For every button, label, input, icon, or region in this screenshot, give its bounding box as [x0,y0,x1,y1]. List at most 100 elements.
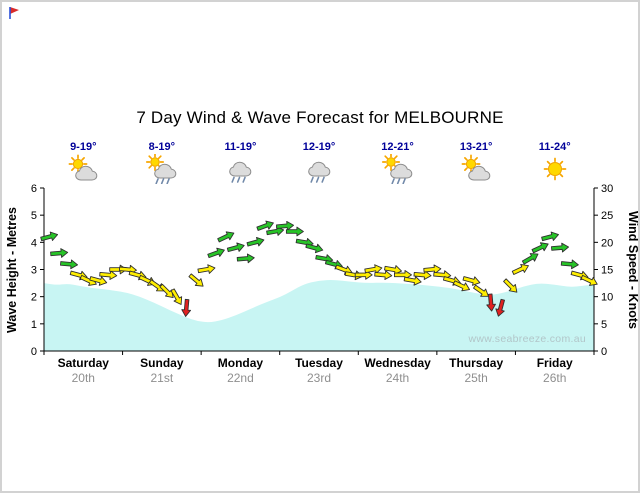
page-title: 7 Day Wind & Wave Forecast for MELBOURNE [136,108,504,127]
wind-arrow [551,242,570,253]
wind-arrow [413,270,432,280]
wind-arrow [403,276,422,286]
left-tick-label: 3 [31,265,37,277]
sun-ray [157,155,162,160]
left-tick-label: 6 [31,183,37,195]
left-tick-label: 1 [31,319,37,331]
rain-icon [308,161,331,183]
sun-ray [474,157,479,161]
wind-arrow [560,259,579,270]
rain-icon [229,161,252,183]
sun-ray [148,164,152,169]
wind-arrow [236,253,255,264]
wind-arrow [503,278,518,293]
sun-ray [148,155,152,160]
left-tick-label: 2 [31,292,37,304]
day-name: Tuesday [295,356,343,370]
wind-arrow [246,236,265,247]
sun-ray [546,160,551,165]
rain-drop [231,176,236,183]
rain-drop [242,176,247,183]
day-temp-range: 12-21° [381,141,414,153]
wind-arrow [511,264,529,275]
rain-drop [237,176,241,183]
wind-arrow [50,248,69,258]
sun-ray [559,160,563,165]
rain-drop [401,178,406,184]
right-tick-label: 10 [601,292,613,304]
wind-arrow [495,298,505,317]
right-tick-label: 0 [601,346,607,358]
right-tick-label: 30 [601,183,613,195]
day-temp-range: 11-19° [224,141,257,153]
wind-arrow [541,231,559,242]
rain-drop [166,178,170,184]
wind-arrow [89,276,108,286]
sun-disc [385,157,396,167]
cloud-shape [154,163,177,179]
wind-arrow [159,283,174,299]
sun-disc [150,157,160,167]
sun-ray [71,157,76,161]
day-date: 24th [385,371,410,385]
left-tick-label: 5 [31,210,37,222]
wind-arrow [486,293,496,312]
sun-disc [73,158,84,170]
cloud-shape [308,161,331,177]
day-temp-range: 11-24° [538,141,571,153]
right-axis-label: Wind Speed - Knots [626,211,640,329]
day-name: Wednesday [364,356,431,370]
wind-arrow [226,242,245,253]
rain-drop [155,178,159,184]
wind-arrow [99,270,118,280]
day-temp-range: 9-19° [70,141,97,153]
wind-arrow [276,220,295,231]
day-temp-range: 13-21° [459,141,493,153]
wind-arrow [423,264,442,275]
rain-sun-icon [145,154,177,184]
right-tick-label: 5 [601,319,607,331]
sun-ray [559,173,563,178]
day-temp-range: 8-19° [148,141,176,153]
wind-arrow [531,242,549,254]
day-name: Monday [217,356,264,370]
wind-arrow [217,231,235,243]
partly-cloudy-icon [68,154,98,181]
rain-drop [310,176,314,183]
sun-ray [71,167,76,171]
cloud-shape [229,161,252,177]
rain-drop [315,176,320,183]
day-name: Saturday [57,356,109,370]
rain-drop [160,178,165,184]
partly-cloudy-icon [461,154,491,181]
sun-ray [546,173,551,178]
wind-arrow [188,273,204,287]
day-date: 23rd [306,371,332,385]
day-name: Sunday [140,356,184,370]
day-date: 21st [150,371,174,385]
wind-arrow [473,284,489,297]
wind-arrow [364,264,383,274]
left-axis-label: Wave Height - Metres [5,207,19,333]
wind-arrow [394,270,412,280]
sun-ray [464,157,468,161]
sun-ray [464,167,468,171]
cloud-shape [468,165,491,181]
sun-disc [547,162,562,176]
sun-ray [383,155,388,160]
sun-ray [81,157,86,161]
sun-ray [393,155,398,160]
rain-drop [396,178,400,184]
day-date: 25th [464,371,488,385]
left-tick-label: 4 [31,237,37,249]
sunny-icon [543,157,567,181]
day-date: 26th [543,371,567,385]
wind-arrow [197,264,216,274]
day-name: Friday [536,356,573,370]
watermark: www.seabreeze.com.au [468,333,586,345]
wind-arrow [452,280,471,292]
wave-height-area [44,280,594,351]
wind-arrow [60,259,79,270]
day-temp-range: 12-19° [302,141,336,153]
right-tick-label: 25 [601,210,613,222]
